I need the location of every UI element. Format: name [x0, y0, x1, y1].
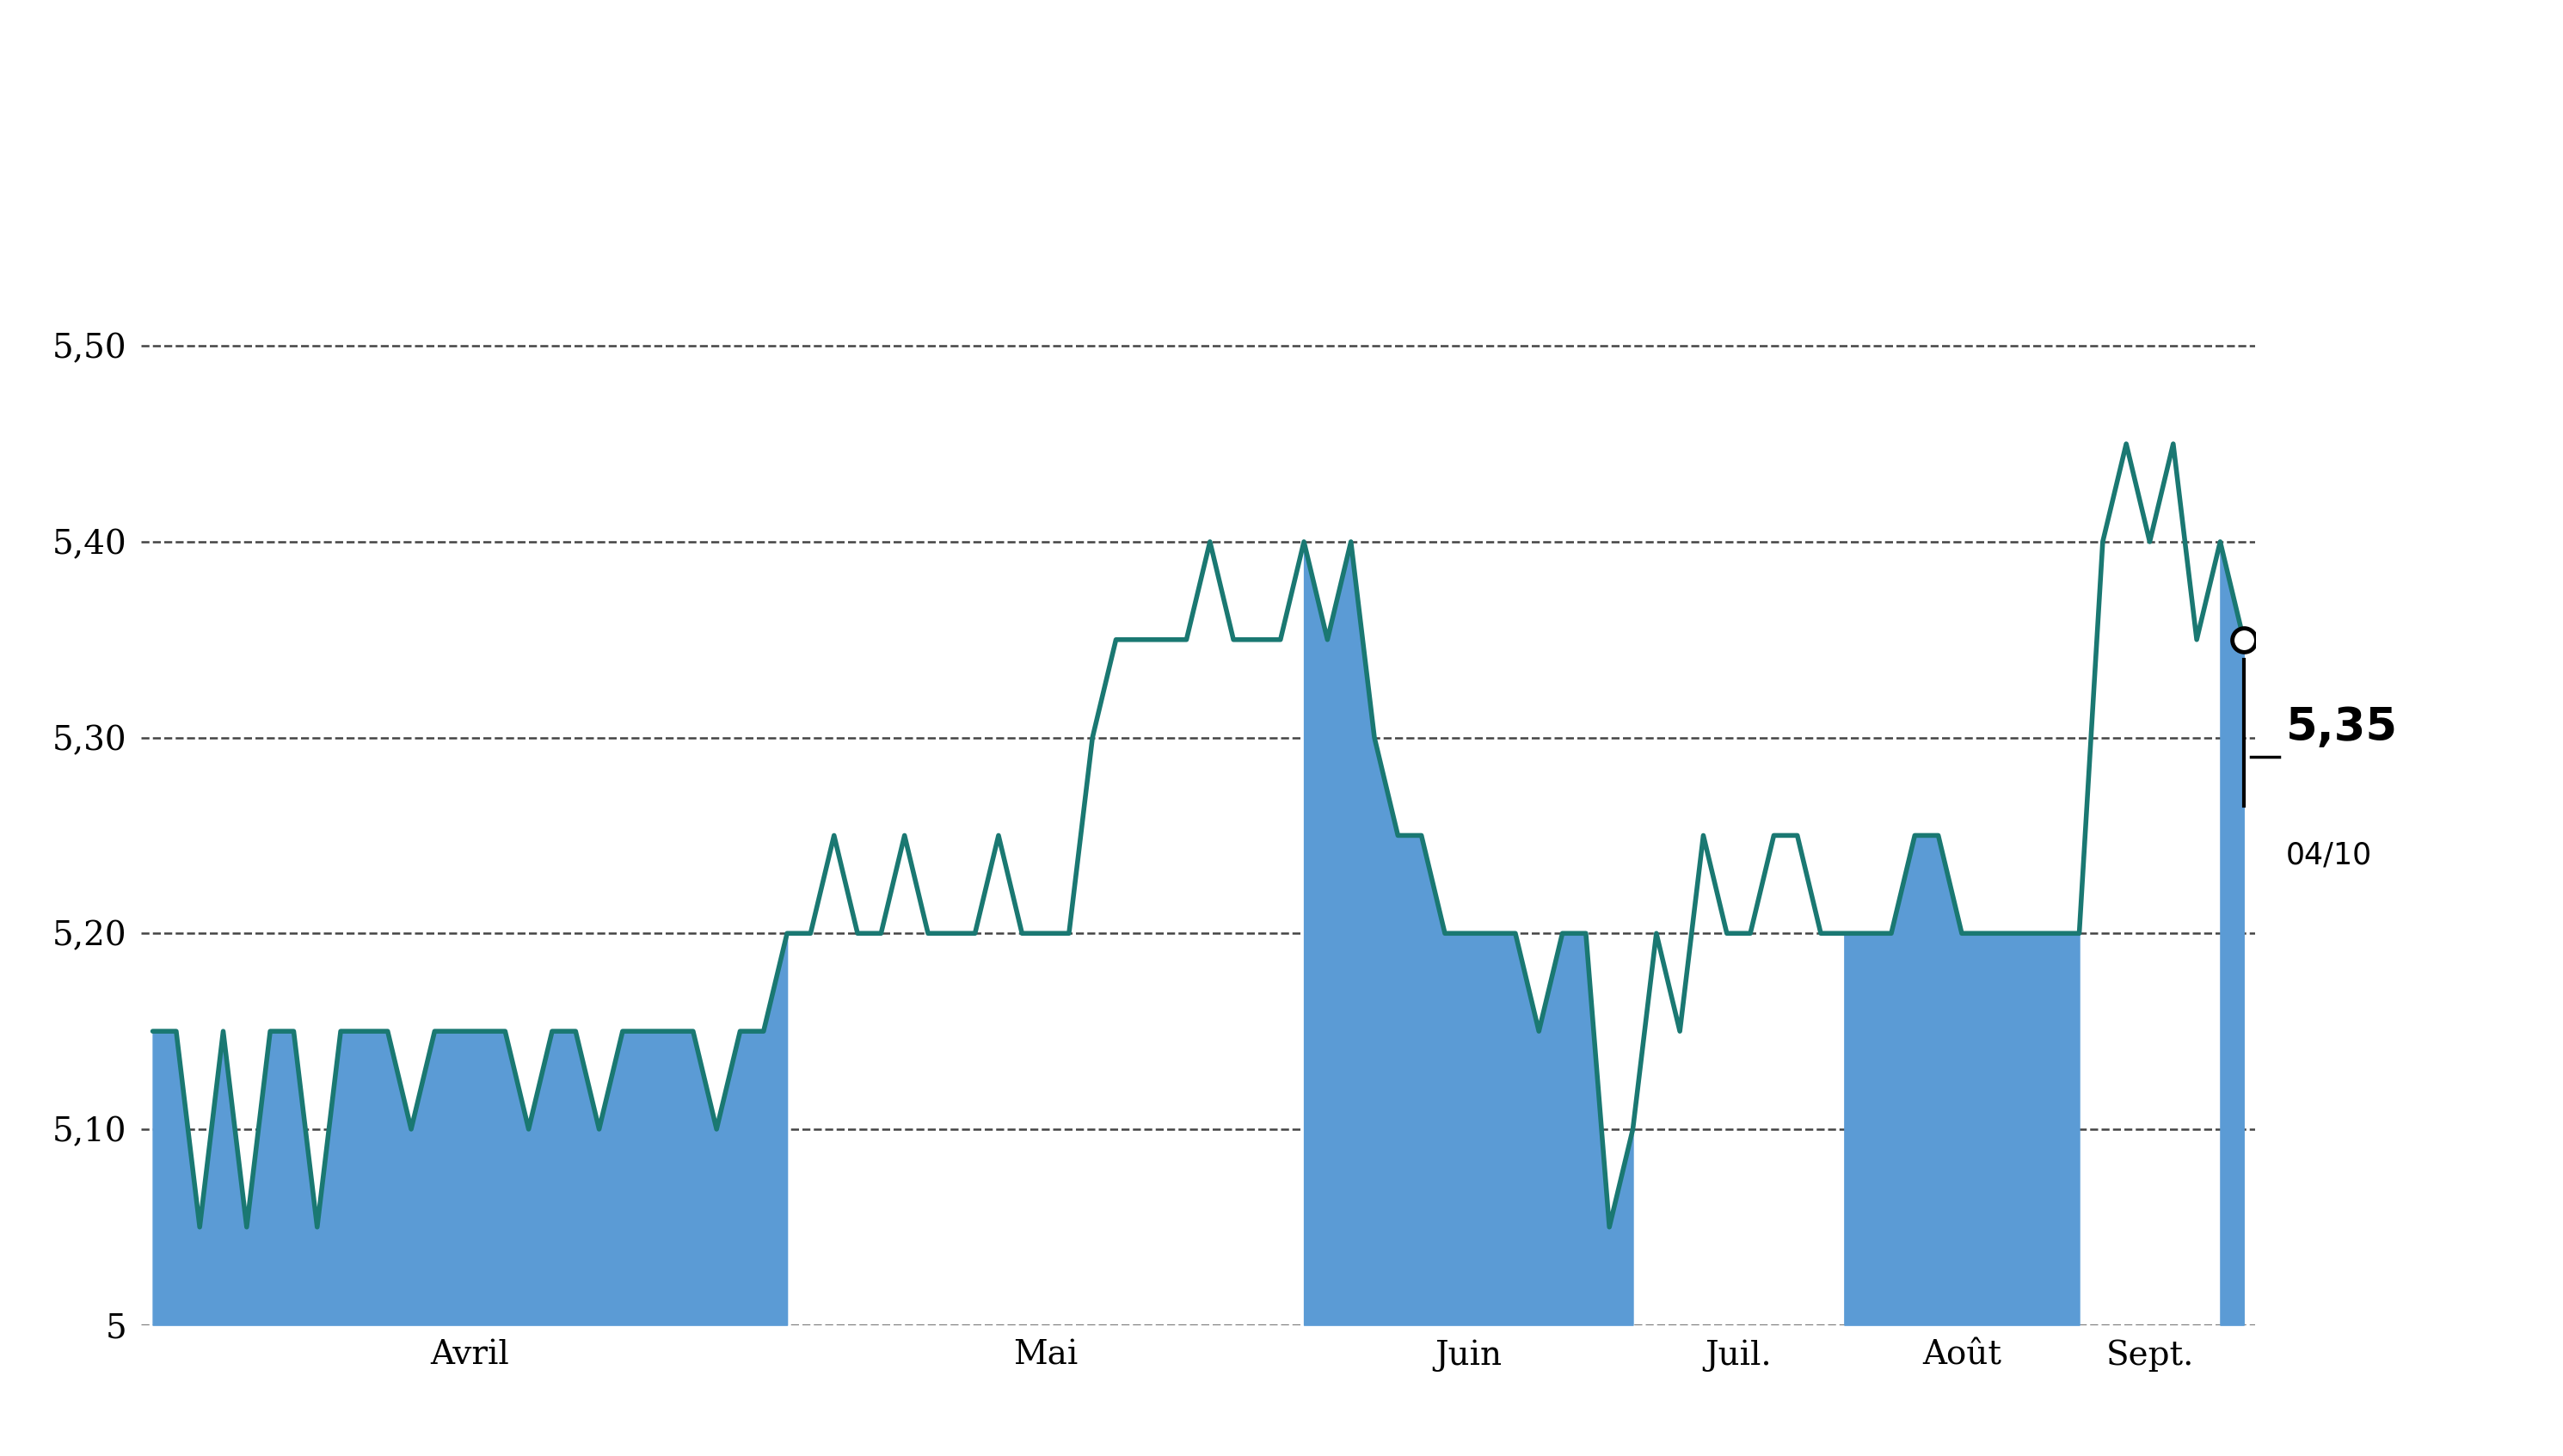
Text: VOLTA FINANCE: VOLTA FINANCE [928, 26, 1635, 105]
Text: 04/10: 04/10 [2286, 840, 2373, 869]
Text: 5,35: 5,35 [2286, 705, 2399, 750]
